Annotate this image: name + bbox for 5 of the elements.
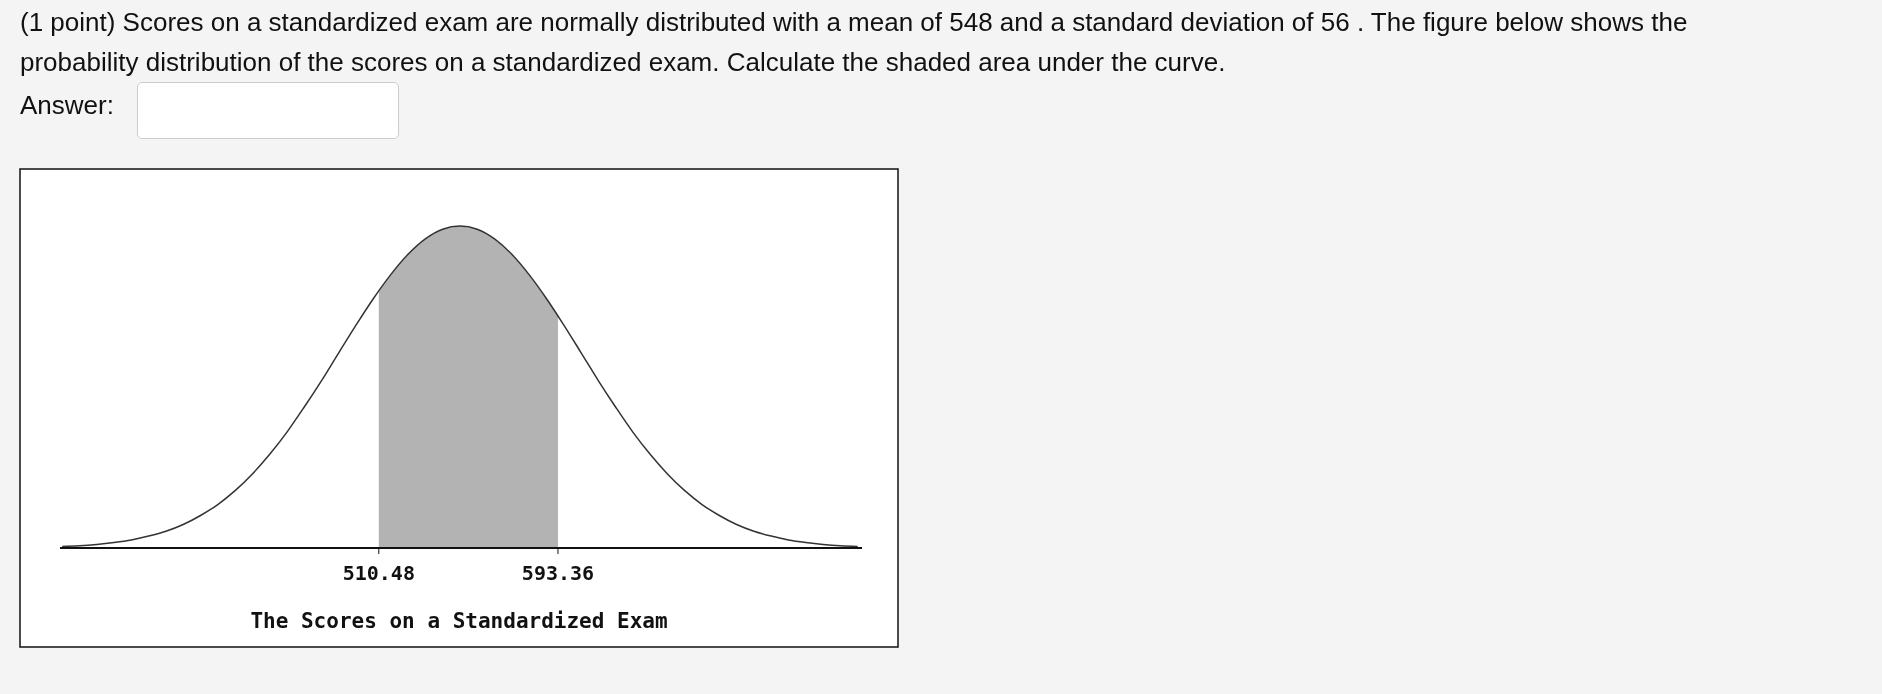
x-axis-title: The Scores on a Standardized Exam [250, 609, 668, 633]
text: Answer: [20, 90, 114, 121]
x-tick-label: 593.36 [521, 561, 595, 585]
x-tick-label: 510.48 [342, 561, 415, 585]
chart-title: (1 point) Scores on a standardized exam are normally distributed with a mean of 548 and a standard deviation of 56 . The figure below shows the probability distribution of the scores on a standardized exam. Calculate the shaded area under the curve. [20, 6, 1689, 79]
